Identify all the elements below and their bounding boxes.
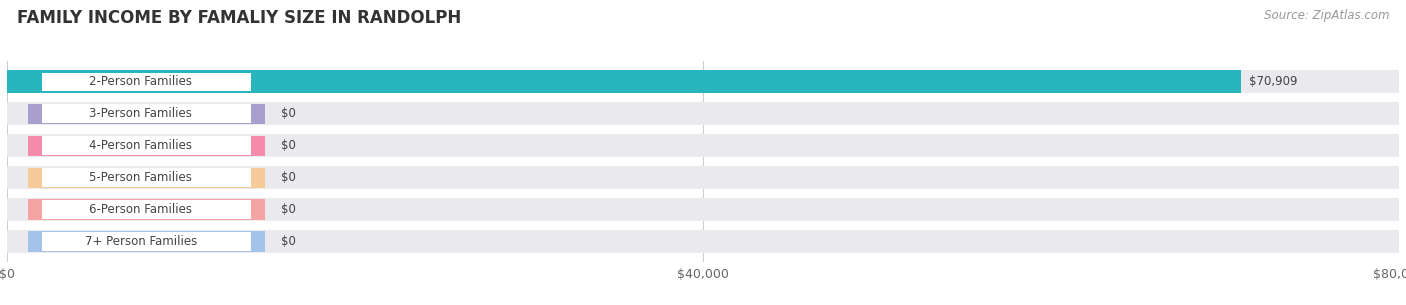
Bar: [28, 104, 264, 124]
Text: 6-Person Families: 6-Person Families: [90, 203, 193, 216]
Text: $70,909: $70,909: [1249, 75, 1298, 88]
Bar: [42, 200, 250, 219]
Text: $0: $0: [281, 203, 297, 216]
Text: 2-Person Families: 2-Person Families: [90, 75, 193, 88]
Bar: [28, 167, 264, 188]
Bar: [42, 73, 250, 91]
Text: $0: $0: [281, 139, 297, 152]
Bar: [7, 70, 1240, 93]
Bar: [28, 231, 264, 252]
Bar: [28, 135, 264, 156]
Bar: [42, 136, 250, 155]
Text: $0: $0: [281, 171, 297, 184]
Text: $0: $0: [281, 107, 297, 120]
Text: 4-Person Families: 4-Person Families: [90, 139, 193, 152]
Text: 7+ Person Families: 7+ Person Families: [84, 235, 197, 248]
Bar: [7, 230, 1399, 253]
Text: Source: ZipAtlas.com: Source: ZipAtlas.com: [1264, 9, 1389, 22]
Bar: [7, 70, 1399, 93]
Text: $0: $0: [281, 235, 297, 248]
Bar: [42, 105, 250, 123]
Bar: [7, 134, 1399, 157]
Bar: [42, 232, 250, 251]
Bar: [28, 72, 264, 92]
Bar: [28, 199, 264, 220]
Bar: [7, 166, 1399, 189]
Text: 5-Person Families: 5-Person Families: [90, 171, 193, 184]
Text: FAMILY INCOME BY FAMALIY SIZE IN RANDOLPH: FAMILY INCOME BY FAMALIY SIZE IN RANDOLP…: [17, 9, 461, 27]
Bar: [7, 198, 1399, 221]
Bar: [42, 168, 250, 187]
Text: 3-Person Families: 3-Person Families: [90, 107, 193, 120]
Bar: [7, 102, 1399, 125]
